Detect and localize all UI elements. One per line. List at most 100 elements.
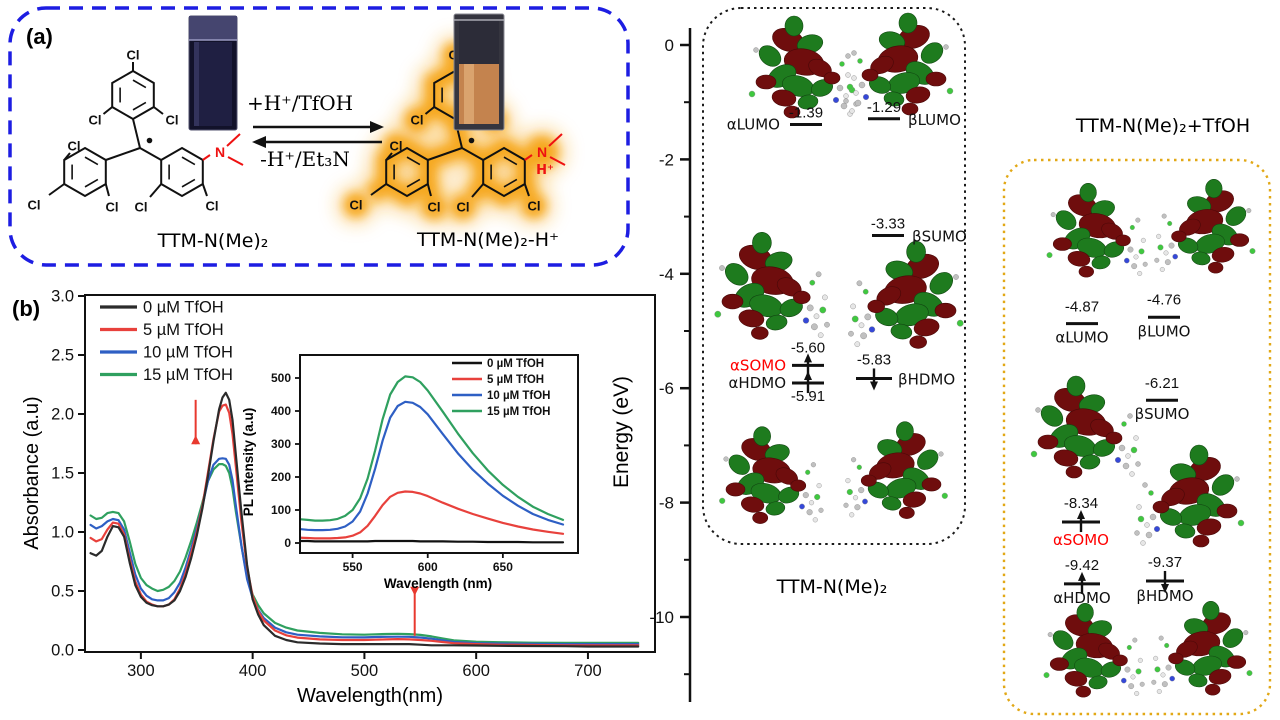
atom-sphere bbox=[1164, 259, 1171, 266]
double-bond bbox=[181, 178, 196, 188]
n-atom-label: N bbox=[215, 144, 225, 160]
orbital-lobe bbox=[741, 496, 765, 513]
orbital-lobe bbox=[1168, 652, 1184, 665]
cl-bond bbox=[104, 183, 110, 197]
atom-sphere bbox=[814, 493, 821, 501]
double-bond bbox=[181, 156, 196, 166]
pl-curve bbox=[301, 400, 565, 532]
atom-sphere bbox=[851, 50, 857, 56]
orbital-lobe bbox=[1205, 179, 1223, 198]
orbital-lobe bbox=[1192, 534, 1210, 548]
panel-a-dashed-border bbox=[8, 6, 630, 267]
cl-bond bbox=[153, 106, 164, 115]
level-name: αHDMO bbox=[1053, 589, 1110, 607]
molecular-orbital-image bbox=[1134, 444, 1245, 548]
orbital-lobe bbox=[1075, 685, 1091, 698]
forward-reaction-label: +H⁺/TfOH bbox=[247, 91, 353, 115]
cl-atom-label: Cl bbox=[350, 198, 363, 213]
electron-down-arrowhead bbox=[870, 381, 878, 391]
pl-curve bbox=[301, 375, 565, 522]
atom-sphere bbox=[1121, 421, 1127, 427]
cl-atom-label: Cl bbox=[89, 113, 102, 128]
atom-sphere bbox=[846, 488, 853, 496]
cl-bond bbox=[63, 152, 71, 161]
molecular-orbital-image bbox=[843, 421, 948, 519]
orbital-lobe bbox=[728, 454, 750, 475]
orbital-lobe bbox=[917, 449, 939, 470]
orbital-images bbox=[714, 12, 1256, 698]
atom-sphere bbox=[1128, 683, 1135, 690]
radical-dot bbox=[468, 137, 475, 144]
atom-sphere bbox=[1134, 530, 1140, 536]
panel-b-tag: (b) bbox=[12, 296, 40, 321]
pl-curve bbox=[301, 539, 565, 544]
double-bond bbox=[503, 156, 518, 166]
inset-y-tick-label: 200 bbox=[271, 470, 291, 484]
atom-sphere bbox=[1160, 672, 1166, 678]
orbital-lobe bbox=[860, 474, 877, 487]
glow-core bbox=[344, 43, 558, 219]
protonated-molecule-dotted-box bbox=[1002, 158, 1272, 716]
atom-sphere bbox=[850, 303, 856, 310]
x-tick-label: 400 bbox=[239, 662, 267, 680]
level-name: αSOMO bbox=[730, 356, 786, 374]
atom-sphere bbox=[1237, 519, 1245, 527]
bond bbox=[132, 118, 141, 149]
inset-y-tick-label: 100 bbox=[271, 503, 291, 517]
level-value: -5.83 bbox=[857, 351, 891, 368]
orbital-lobe bbox=[881, 496, 902, 511]
atom-sphere bbox=[1124, 666, 1131, 673]
atom-sphere bbox=[714, 310, 722, 318]
orbital-lobe bbox=[1227, 655, 1247, 669]
bond bbox=[139, 147, 162, 161]
inset-legend-label: 10 µM TfOH bbox=[487, 390, 551, 402]
orbital-lobe bbox=[784, 15, 804, 37]
main-chart: 300 400 500 600 700 0.0 0.5 1.0 1.5 2.0 2.5 3.0 0 µM… bbox=[51, 288, 656, 680]
atom-sphere bbox=[1163, 250, 1169, 256]
atom-sphere bbox=[1130, 446, 1138, 454]
level-value: -4.76 bbox=[1147, 291, 1181, 308]
atom-sphere bbox=[938, 451, 944, 457]
atom-sphere bbox=[858, 487, 865, 494]
atom-sphere bbox=[719, 265, 725, 271]
n-methyl-bond bbox=[226, 133, 241, 147]
cl-atom-label: Cl bbox=[428, 200, 441, 215]
panel-b-spectra-chart: (b) Absorbance (a.u) Wavelength(nm) 300 4… bbox=[12, 288, 656, 707]
x-tick-label: 600 bbox=[462, 662, 490, 680]
inset-y-tick-label: 400 bbox=[271, 404, 291, 418]
orbital-lobe bbox=[1076, 603, 1094, 622]
cl-atom-label: Cl bbox=[457, 200, 470, 215]
atom-sphere bbox=[748, 90, 756, 98]
cl-atom-label: Cl bbox=[411, 113, 424, 128]
atom-sphere bbox=[868, 326, 876, 333]
atom-sphere bbox=[1140, 540, 1146, 546]
orbital-lobe bbox=[1079, 183, 1097, 202]
atom-sphere bbox=[1144, 522, 1150, 528]
inset-curves-group bbox=[301, 375, 565, 544]
cl-atom-label: Cl bbox=[166, 113, 179, 128]
orbital-lobe bbox=[755, 74, 777, 90]
bond bbox=[105, 147, 141, 161]
atom-sphere bbox=[953, 274, 959, 280]
atom-sphere bbox=[1125, 453, 1131, 459]
level-value: -8.34 bbox=[1064, 495, 1098, 512]
bond bbox=[461, 147, 484, 161]
orbital-lobe bbox=[753, 426, 771, 446]
pl-curve bbox=[301, 490, 565, 540]
n-atom-label: N bbox=[537, 144, 547, 160]
level-value: -4.87 bbox=[1065, 299, 1099, 316]
atom-sphere bbox=[1142, 482, 1148, 488]
atom-sphere bbox=[1139, 681, 1145, 687]
atom-sphere bbox=[1164, 642, 1170, 648]
group-title-protonated: TTM-N(Me)₂+TfOH bbox=[1075, 115, 1250, 137]
y-tick-label: 0.0 bbox=[51, 642, 74, 660]
atom-sphere bbox=[802, 317, 810, 324]
orbital-lobe bbox=[1208, 668, 1232, 685]
orbital-lobe bbox=[1066, 375, 1086, 397]
orbital-lobe bbox=[771, 89, 797, 107]
orbital-lobe bbox=[1189, 444, 1209, 466]
double-bond bbox=[406, 178, 421, 188]
atom-sphere bbox=[723, 456, 729, 462]
inset-frame bbox=[299, 354, 579, 554]
energy-axis: 0 -2 -4 -6 -8 -10 bbox=[649, 28, 692, 702]
